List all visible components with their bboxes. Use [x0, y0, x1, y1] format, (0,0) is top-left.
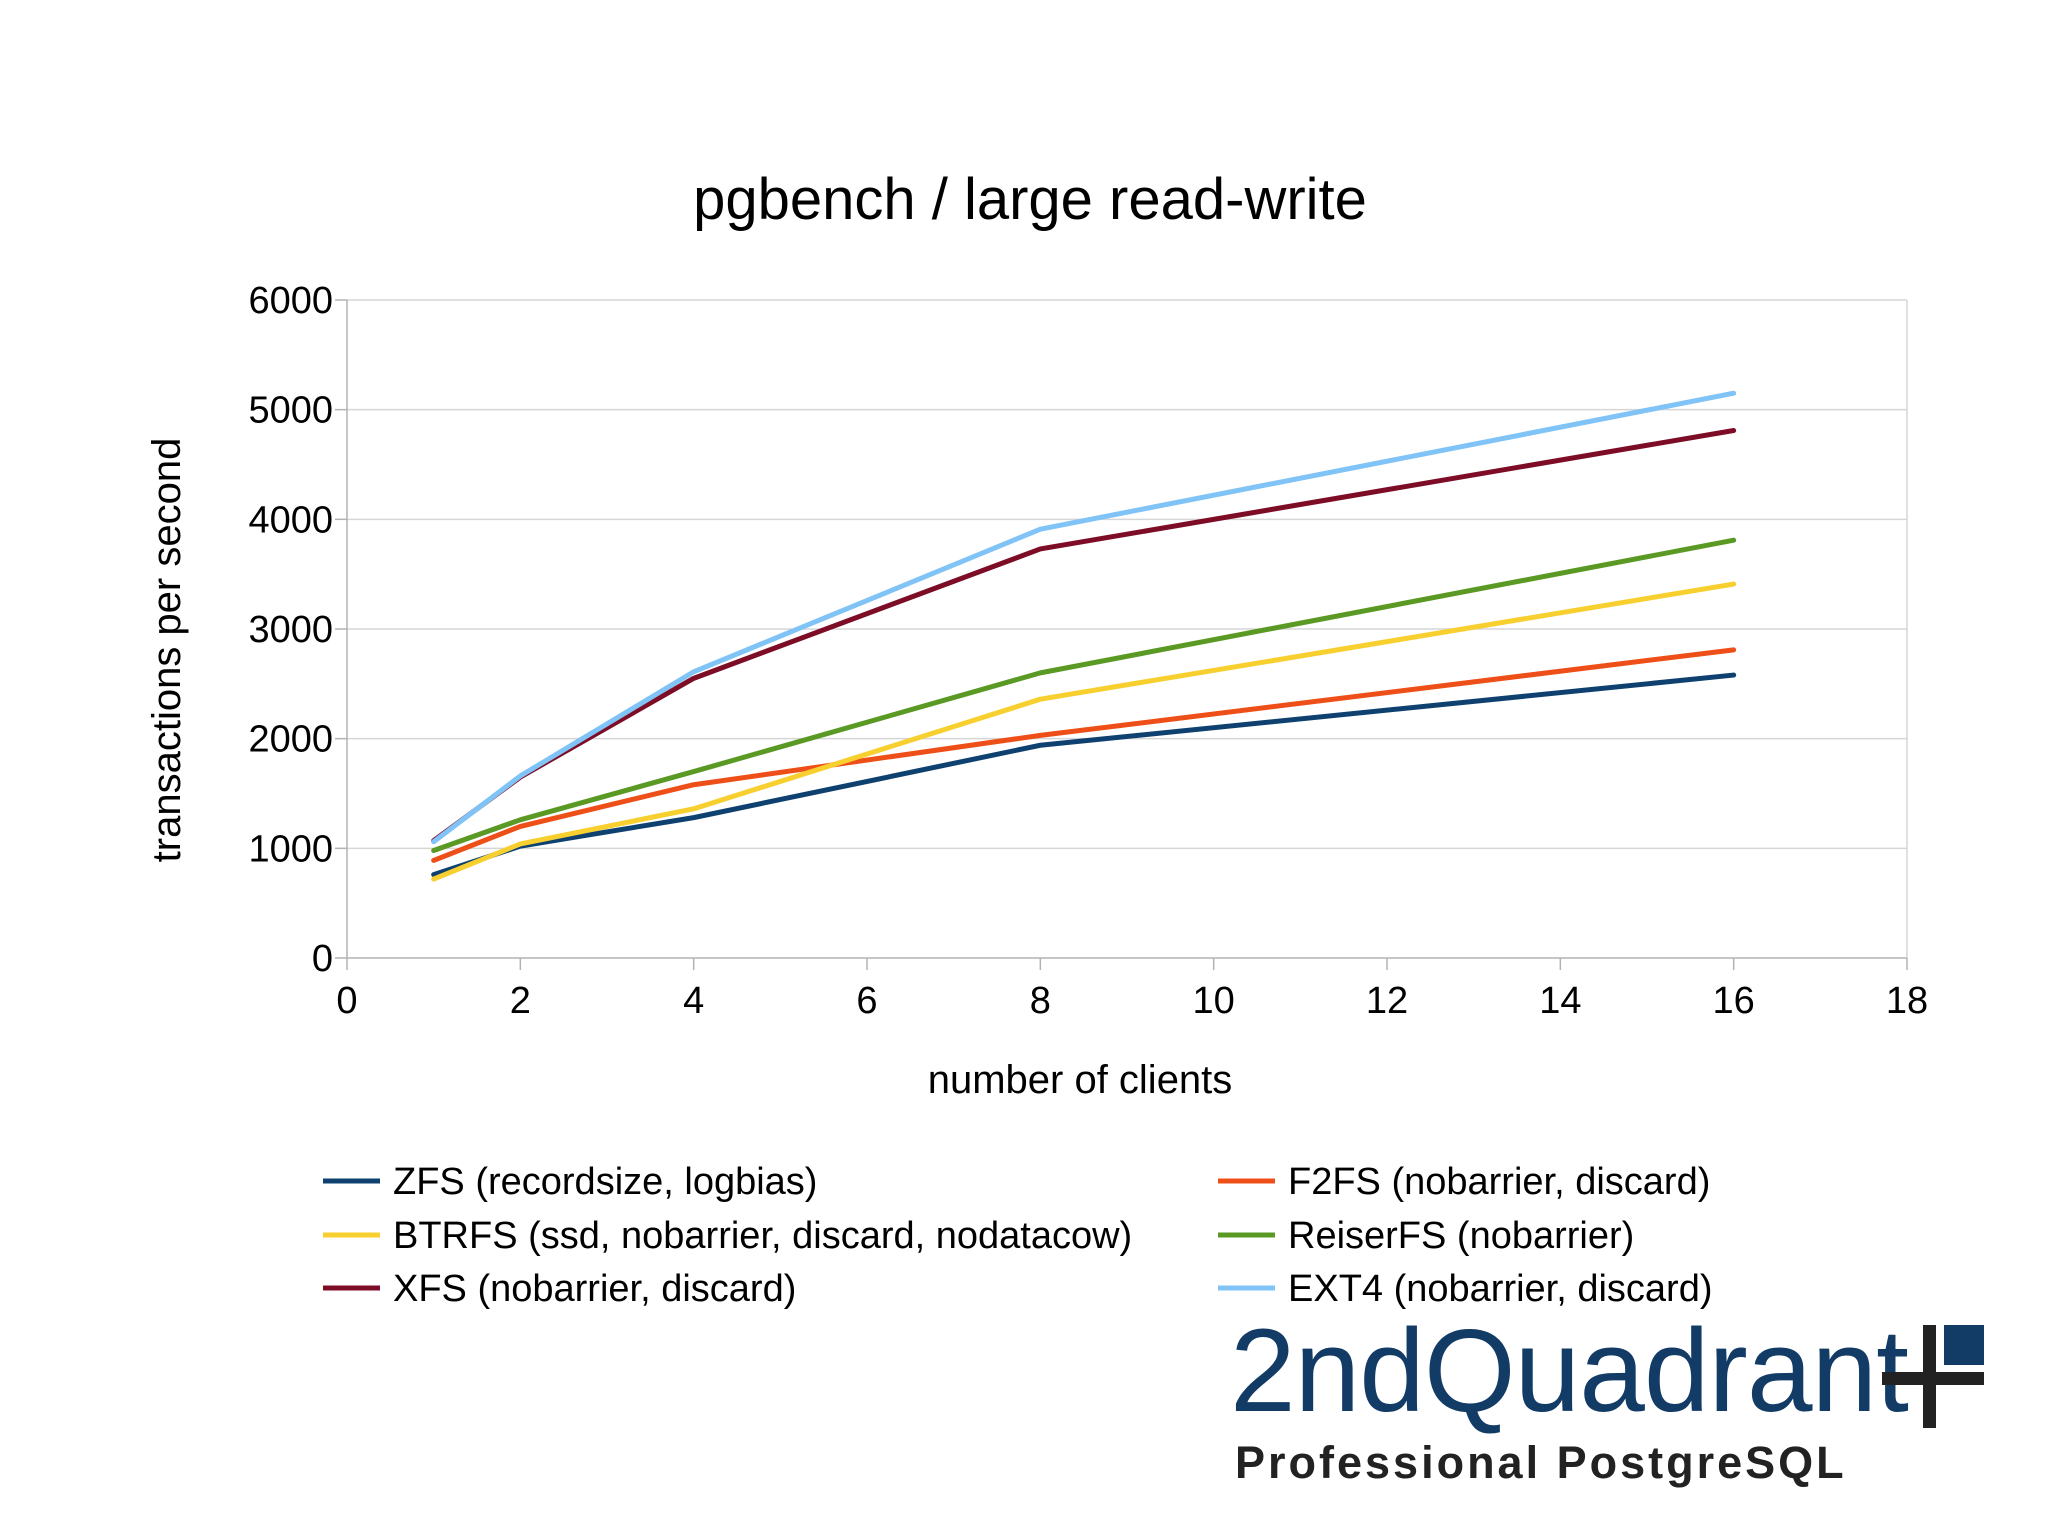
x-axis-title: number of clients	[928, 1058, 1233, 1102]
series-line-2	[431, 581, 1737, 882]
x-tick-label: 0	[336, 980, 357, 1022]
series-line-4	[431, 428, 1737, 844]
y-tick-label: 6000	[248, 280, 333, 322]
x-tick-label: 2	[510, 980, 531, 1022]
x-tick-label: 6	[856, 980, 877, 1022]
logo-name: 2ndQuadrant	[1230, 1305, 1909, 1437]
logo-cross-mark	[1882, 1325, 1984, 1428]
logo: 2ndQuadrant Professional PostgreSQL	[1230, 1305, 1990, 1495]
y-tick-label: 2000	[248, 719, 333, 761]
chart-title: pgbench / large read-write	[693, 167, 1367, 232]
legend-label-5: EXT4 (nobarrier, discard)	[1288, 1268, 1713, 1310]
x-tick-label: 4	[683, 980, 704, 1022]
y-tick-label: 3000	[248, 609, 333, 651]
y-tick-label: 4000	[248, 499, 333, 541]
y-tick-label: 0	[312, 938, 333, 980]
y-axis-title: transactions per second	[145, 438, 189, 863]
axes: 0 1000 2000 3000 4000 5000 6000 0 2 4 6 8 10 12 14 16 18	[248, 280, 1928, 1022]
x-tick-label: 16	[1713, 980, 1755, 1022]
legend-label-0: ZFS (recordsize, logbias)	[393, 1161, 817, 1203]
y-tick-label: 1000	[248, 828, 333, 870]
series-line-0	[431, 672, 1737, 878]
legend-label-4: XFS (nobarrier, discard)	[393, 1268, 796, 1310]
y-tick-label: 5000	[248, 390, 333, 432]
series-line-1	[431, 647, 1737, 863]
series-lines	[431, 390, 1737, 882]
x-tick-label: 14	[1539, 980, 1581, 1022]
series-line-5	[431, 390, 1737, 845]
grid	[347, 299, 1907, 850]
x-tick-label: 12	[1366, 980, 1408, 1022]
legend-label-3: ReiserFS (nobarrier)	[1288, 1215, 1634, 1257]
x-tick-label: 8	[1030, 980, 1051, 1022]
x-tick-label: 18	[1886, 980, 1928, 1022]
series-line-3	[431, 537, 1737, 854]
x-tick-label: 10	[1193, 980, 1235, 1022]
logo-tagline: Professional PostgreSQL	[1235, 1437, 1847, 1488]
legend-label-1: F2FS (nobarrier, discard)	[1288, 1161, 1710, 1203]
legend: ZFS (recordsize, logbias) F2FS (nobarrier…	[323, 1161, 1713, 1310]
legend-label-2: BTRFS (ssd, nobarrier, discard, nodataco…	[393, 1215, 1132, 1257]
